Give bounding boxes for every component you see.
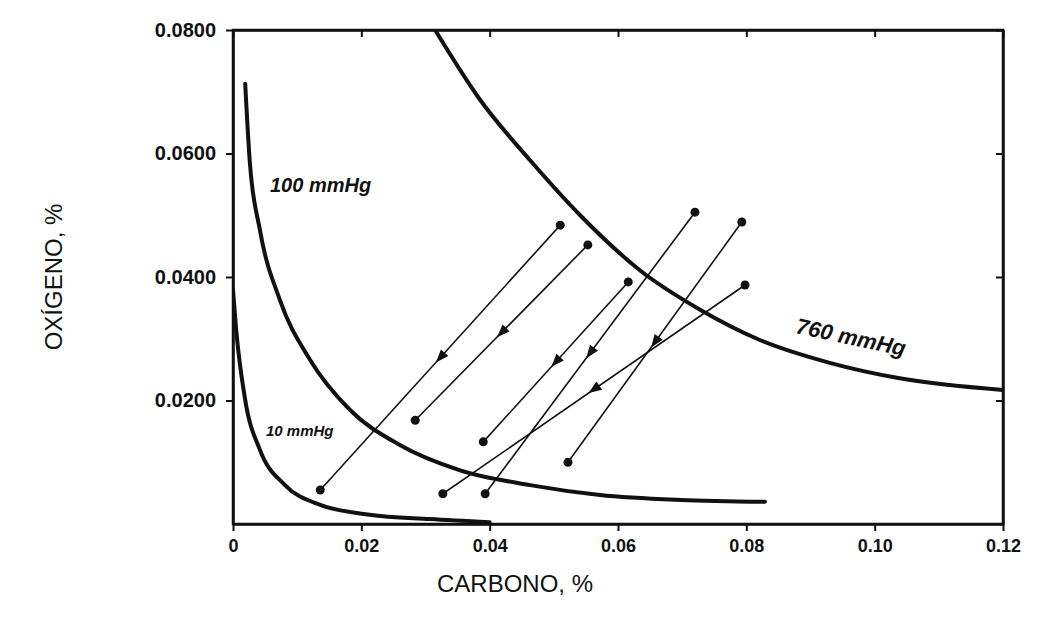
chart: 00.020.040.060.080.100.120.02000.04000.0… <box>0 0 1044 623</box>
arrow-line <box>568 222 742 462</box>
x-axis-title: CARBONO, % <box>437 570 593 597</box>
arrow-line <box>483 282 628 442</box>
curve-label: 760 mmHg <box>794 313 909 361</box>
arrowhead <box>497 324 510 337</box>
y-axis-right <box>996 31 1004 525</box>
tick-label: 0.02 <box>344 536 379 556</box>
arrow <box>563 218 746 467</box>
tick <box>618 30 619 37</box>
arrow <box>479 277 633 446</box>
arrow <box>438 281 749 499</box>
arrow <box>411 240 593 424</box>
tick-mark <box>996 277 1003 279</box>
tick-mark <box>746 30 748 37</box>
point <box>624 277 633 286</box>
point <box>691 208 700 217</box>
tick <box>361 30 362 37</box>
arrowhead <box>589 382 603 394</box>
y-axis-title: OXÍGENO, % <box>40 204 67 351</box>
point <box>556 221 565 230</box>
tick-label: 0.10 <box>858 536 893 556</box>
point <box>741 281 750 290</box>
tick: 0.0600 <box>155 142 233 164</box>
arrow-line <box>443 285 745 494</box>
point <box>316 486 325 495</box>
tick-label: 0.0800 <box>155 19 216 41</box>
point <box>563 458 572 467</box>
arrowhead <box>586 345 598 358</box>
tick: 0.10 <box>858 524 893 556</box>
tick-mark <box>226 30 233 32</box>
tick-label: 0 <box>228 536 238 556</box>
tick-label: 0.0400 <box>155 266 216 288</box>
point <box>438 489 447 498</box>
tick-mark <box>226 400 233 402</box>
tick: 0.06 <box>601 524 636 556</box>
tick: 0 <box>228 524 238 556</box>
arrow-line <box>415 245 588 420</box>
arrowhead <box>551 354 563 367</box>
x-axis: 0 0.02 0.04 0.06 0.08 0.10 0.12 <box>228 524 1021 556</box>
tick: 0.0400 <box>155 266 233 288</box>
tick: 0.02 <box>344 524 379 556</box>
tick-mark <box>226 153 233 155</box>
curve <box>245 84 765 502</box>
tick-mark <box>489 30 491 37</box>
tick <box>996 401 1003 402</box>
tick-mark <box>1003 524 1005 531</box>
tick <box>996 277 1003 278</box>
tick-mark <box>874 524 876 531</box>
arrow <box>481 208 700 499</box>
tick <box>233 30 234 37</box>
y-axis: 0.0200 0.0400 0.0600 0.0800 <box>155 19 234 525</box>
tick-mark <box>361 524 363 531</box>
tick-label: 0.12 <box>986 536 1021 556</box>
arrowhead <box>436 349 448 362</box>
tick-mark <box>874 30 876 37</box>
tick-mark <box>226 277 233 279</box>
tick: 0.0200 <box>155 389 233 411</box>
curve-label: 100 mmHg <box>270 174 371 196</box>
plot-area <box>233 30 1003 522</box>
tick-mark <box>361 30 363 37</box>
curve-label: 10 mmHg <box>266 422 334 439</box>
x-axis-top <box>234 30 1004 37</box>
tick <box>875 30 876 37</box>
curve <box>435 30 1003 390</box>
tick-mark <box>996 30 1003 32</box>
tick-label: 0.0600 <box>155 142 216 164</box>
tick-mark <box>746 524 748 531</box>
point <box>481 489 490 498</box>
tick-label: 0.08 <box>729 536 764 556</box>
tick-label: 0.06 <box>601 536 636 556</box>
tick-label: 0.04 <box>473 536 508 556</box>
tick: 0.12 <box>986 524 1021 556</box>
tick: 0.08 <box>729 524 764 556</box>
tick-mark <box>996 400 1003 402</box>
tick-mark <box>618 524 620 531</box>
tick-label: 0.0200 <box>155 389 216 411</box>
tick: 0.04 <box>473 524 508 556</box>
tick <box>996 154 1003 155</box>
arrow-line <box>485 212 695 494</box>
tick <box>996 30 1003 31</box>
tick-mark <box>233 30 235 37</box>
arrow <box>316 221 565 495</box>
point <box>479 437 488 446</box>
tick <box>490 30 491 37</box>
tick-mark <box>618 30 620 37</box>
tick-mark <box>996 153 1003 155</box>
point <box>411 416 420 425</box>
tick-mark <box>233 524 235 531</box>
tick: 0.0800 <box>155 19 233 41</box>
plot-frame <box>233 30 1003 524</box>
point <box>583 240 592 249</box>
point <box>737 218 746 227</box>
tick-mark <box>489 524 491 531</box>
arrow-line <box>320 225 560 490</box>
tick <box>746 30 747 37</box>
